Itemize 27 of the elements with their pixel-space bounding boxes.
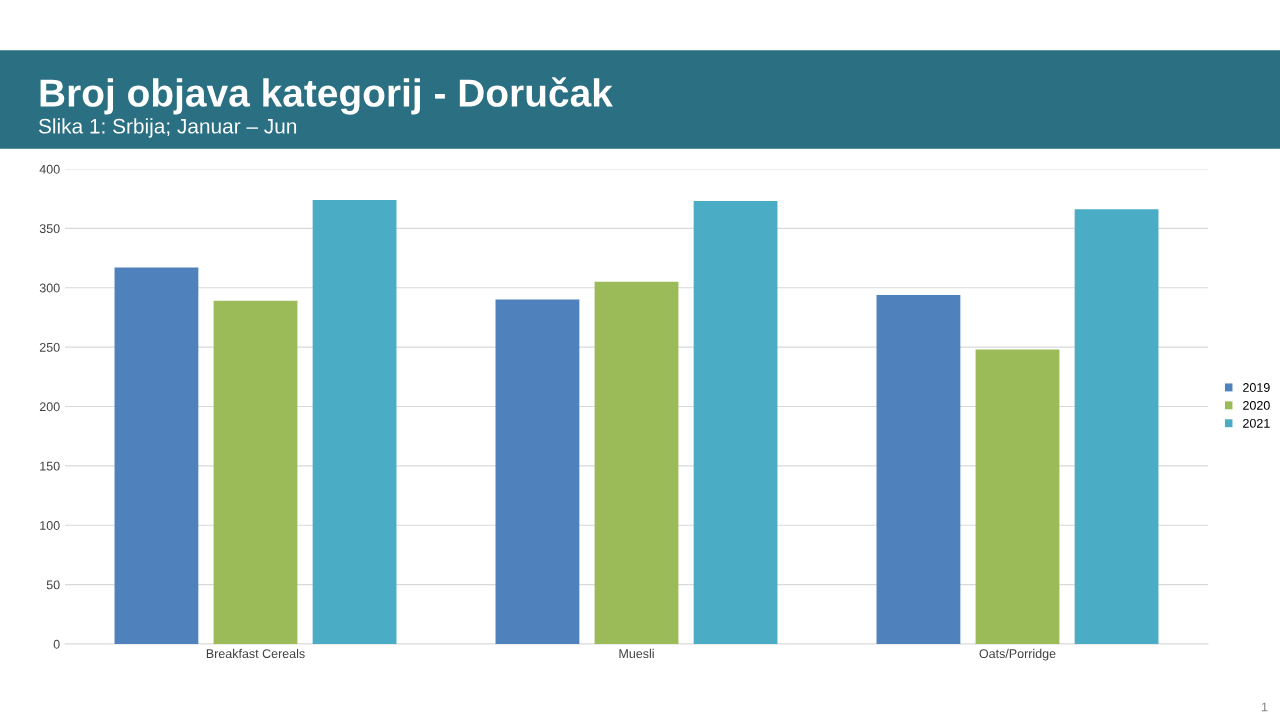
bar — [594, 281, 679, 644]
chart-subtitle: Slika 1: Srbija; Januar – Jun — [38, 118, 297, 138]
x-tick-label: Muesli — [619, 648, 654, 659]
bar — [213, 300, 298, 644]
bar — [693, 201, 778, 644]
bar — [312, 199, 397, 644]
x-tick-label: Breakfast Cereals — [206, 648, 305, 659]
chart-title: Broj objava kategorij - Doručak — [40, 77, 613, 115]
bar — [876, 294, 961, 644]
y-tick-label: 0 — [53, 639, 60, 649]
y-tick-label: 250 — [39, 342, 60, 352]
legend-label: 2020 — [1243, 401, 1270, 410]
y-tick-label: 300 — [39, 283, 60, 293]
y-tick-label: 50 — [46, 580, 60, 590]
bar — [495, 299, 580, 644]
legend-label: 2021 — [1243, 418, 1270, 428]
y-tick-label: 350 — [39, 224, 60, 234]
x-tick-label: Oats/Porridge — [979, 648, 1056, 661]
bar — [1074, 209, 1159, 644]
bar — [975, 349, 1060, 644]
text: 1 — [1262, 702, 1268, 712]
y-tick-label: 150 — [40, 461, 60, 471]
y-tick-label: 200 — [39, 402, 60, 412]
legend-label: 2019 — [1243, 383, 1270, 392]
y-tick-label: 100 — [40, 521, 60, 530]
y-tick-label: 400 — [39, 164, 60, 174]
bar — [114, 267, 199, 644]
